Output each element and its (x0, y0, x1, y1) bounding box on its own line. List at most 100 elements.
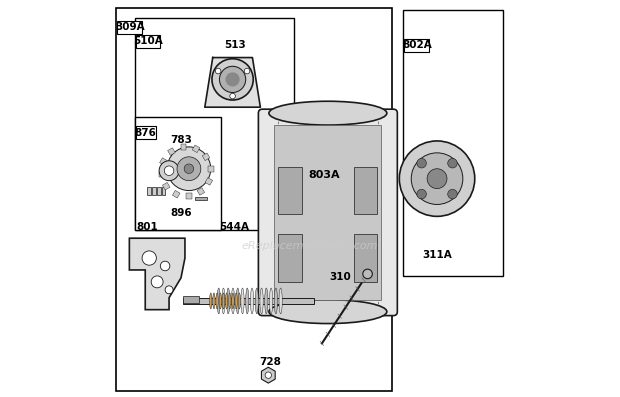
Bar (162, 187, 166, 195)
Circle shape (177, 157, 201, 181)
Ellipse shape (274, 288, 277, 314)
Bar (183, 296, 199, 303)
Ellipse shape (260, 288, 263, 314)
Polygon shape (130, 238, 185, 310)
FancyBboxPatch shape (136, 126, 156, 139)
Circle shape (142, 251, 156, 265)
Circle shape (164, 166, 174, 175)
Ellipse shape (216, 293, 218, 309)
Circle shape (399, 141, 475, 216)
Ellipse shape (219, 293, 221, 309)
Ellipse shape (217, 288, 220, 314)
Ellipse shape (235, 293, 237, 309)
Bar (159, 158, 167, 166)
Text: 311A: 311A (422, 250, 452, 260)
Ellipse shape (238, 293, 241, 309)
Circle shape (448, 158, 457, 168)
Bar (205, 177, 213, 185)
Circle shape (151, 276, 163, 288)
Ellipse shape (226, 293, 228, 309)
Bar (157, 187, 161, 195)
Bar (147, 187, 151, 195)
Text: 310: 310 (329, 272, 351, 282)
Circle shape (215, 68, 221, 74)
Bar (403, 10, 503, 276)
Bar (274, 125, 381, 300)
Circle shape (184, 164, 193, 173)
Text: 803A: 803A (308, 170, 340, 180)
Ellipse shape (241, 288, 244, 314)
Circle shape (161, 261, 170, 271)
Text: 783: 783 (170, 135, 192, 145)
Text: 544A: 544A (219, 222, 250, 232)
Text: 801: 801 (136, 222, 158, 232)
Ellipse shape (279, 288, 282, 314)
Circle shape (427, 169, 447, 189)
Bar (353, 167, 378, 214)
Text: 513: 513 (224, 40, 246, 50)
Ellipse shape (229, 293, 231, 309)
Ellipse shape (210, 293, 212, 309)
Bar (197, 188, 205, 195)
Text: 876: 876 (135, 127, 157, 138)
Text: 309A: 309A (115, 22, 144, 33)
Ellipse shape (269, 300, 387, 324)
Circle shape (363, 269, 373, 279)
Circle shape (219, 66, 246, 93)
Ellipse shape (255, 288, 259, 314)
Circle shape (165, 286, 173, 294)
FancyBboxPatch shape (136, 35, 161, 48)
Circle shape (159, 161, 179, 181)
Text: 802A: 802A (402, 40, 432, 50)
Bar (183, 298, 314, 304)
Bar (117, 8, 392, 391)
Bar (186, 193, 192, 199)
Ellipse shape (222, 293, 224, 309)
Bar (278, 167, 302, 214)
Bar (278, 234, 302, 282)
Circle shape (226, 73, 239, 86)
Bar (135, 117, 221, 230)
Ellipse shape (213, 293, 215, 309)
Ellipse shape (246, 288, 249, 314)
Circle shape (167, 147, 211, 191)
Ellipse shape (231, 288, 234, 314)
Text: 510A: 510A (133, 36, 163, 46)
Text: 728: 728 (259, 357, 281, 367)
Bar (180, 144, 186, 150)
Bar (162, 183, 170, 190)
Bar (202, 153, 210, 161)
Circle shape (265, 372, 272, 378)
Bar (167, 148, 175, 155)
Ellipse shape (232, 293, 234, 309)
Circle shape (448, 189, 457, 199)
Circle shape (417, 189, 427, 199)
Bar (159, 172, 164, 177)
Bar (208, 166, 213, 172)
Circle shape (411, 153, 463, 204)
Ellipse shape (222, 288, 225, 314)
Circle shape (244, 68, 250, 74)
Circle shape (212, 59, 253, 100)
Bar (353, 234, 378, 282)
Bar (135, 18, 294, 230)
Circle shape (417, 158, 427, 168)
Ellipse shape (269, 101, 387, 125)
FancyBboxPatch shape (259, 109, 397, 316)
Bar (195, 197, 207, 200)
Text: eReplacementParts.com: eReplacementParts.com (242, 241, 378, 251)
Polygon shape (205, 58, 260, 107)
Ellipse shape (236, 288, 239, 314)
FancyBboxPatch shape (404, 39, 429, 52)
Text: 896: 896 (170, 208, 192, 218)
Polygon shape (262, 367, 275, 383)
FancyBboxPatch shape (117, 21, 142, 34)
Bar (152, 187, 156, 195)
Bar (192, 145, 200, 152)
Ellipse shape (250, 288, 254, 314)
Bar (172, 191, 180, 198)
Ellipse shape (270, 288, 273, 314)
Circle shape (230, 93, 236, 99)
Ellipse shape (227, 288, 230, 314)
Ellipse shape (265, 288, 268, 314)
